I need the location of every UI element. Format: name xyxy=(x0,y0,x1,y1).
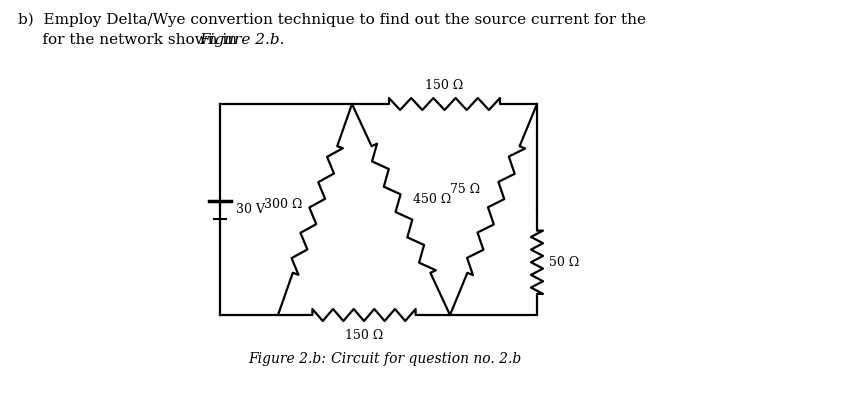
Text: 450 Ω: 450 Ω xyxy=(413,193,452,206)
Text: 75 Ω: 75 Ω xyxy=(451,183,481,196)
Text: 50 Ω: 50 Ω xyxy=(549,256,580,269)
Text: Circuit for question no. 2.b: Circuit for question no. 2.b xyxy=(318,352,521,366)
Text: 150 Ω: 150 Ω xyxy=(426,79,464,92)
Text: Figure 2.b.: Figure 2.b. xyxy=(199,33,285,47)
Text: 150 Ω: 150 Ω xyxy=(345,329,383,342)
Text: 300 Ω: 300 Ω xyxy=(264,198,302,211)
Text: 30 V: 30 V xyxy=(236,203,265,216)
Text: Figure 2.b:: Figure 2.b: xyxy=(248,352,326,366)
Text: for the network shown in: for the network shown in xyxy=(18,33,242,47)
Text: b)  Employ Delta/Wye convertion technique to find out the source current for the: b) Employ Delta/Wye convertion technique… xyxy=(18,13,646,28)
